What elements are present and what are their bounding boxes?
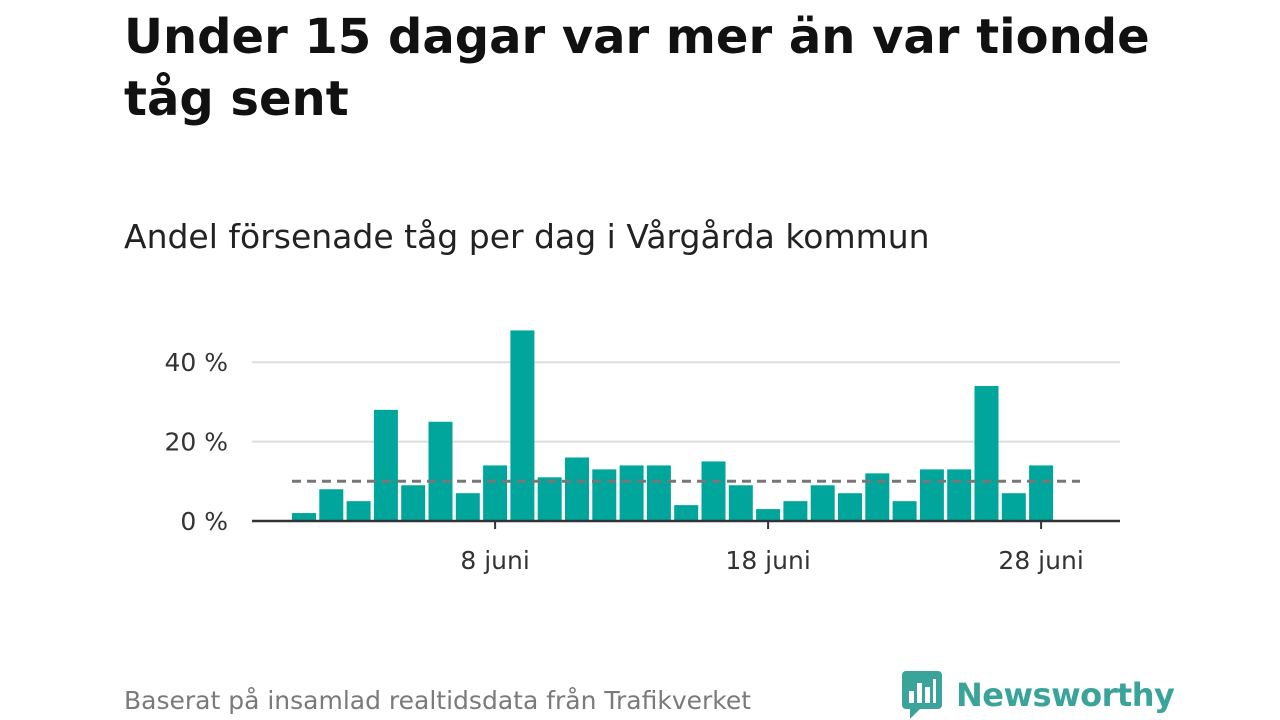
bar bbox=[947, 469, 972, 521]
source-note: Baserat på insamlad realtidsdata från Tr… bbox=[124, 686, 752, 715]
bar bbox=[510, 330, 535, 521]
y-tick-label: 40 % bbox=[164, 348, 228, 377]
bar-chart-speech-bubble-icon bbox=[902, 671, 942, 719]
chart-title: Andel försenade tåg per dag i Vårgårda k… bbox=[124, 217, 930, 256]
bar bbox=[674, 505, 699, 521]
bar-chart: 0 % 20 % 40 % 8 juni 18 juni 28 juni bbox=[164, 330, 1120, 575]
y-tick-label: 0 % bbox=[180, 507, 228, 536]
bar bbox=[428, 421, 453, 521]
bar bbox=[810, 485, 835, 521]
bar bbox=[319, 489, 344, 521]
bar bbox=[373, 409, 398, 521]
bar bbox=[756, 509, 781, 521]
x-tick-label: 28 juni bbox=[998, 546, 1083, 575]
brand-logo: Newsworthy bbox=[902, 670, 1175, 720]
bar bbox=[838, 493, 862, 521]
bar bbox=[346, 501, 371, 521]
bar bbox=[565, 457, 589, 521]
x-tick-label: 18 juni bbox=[725, 546, 810, 575]
bar bbox=[401, 485, 426, 521]
brand-name: Newsworthy bbox=[956, 676, 1175, 714]
bar bbox=[483, 465, 508, 521]
headline: Under 15 dagar var mer än var tionde tåg… bbox=[124, 9, 1150, 127]
bar bbox=[537, 477, 562, 521]
bar bbox=[701, 461, 726, 521]
bar bbox=[646, 465, 671, 521]
bar bbox=[1001, 493, 1026, 521]
bar bbox=[919, 469, 944, 521]
bar bbox=[728, 485, 753, 521]
axes: 0 % 20 % 40 % 8 juni 18 juni 28 juni bbox=[164, 348, 1120, 575]
bar bbox=[1029, 465, 1054, 521]
x-tick-label: 8 juni bbox=[460, 546, 529, 575]
bars bbox=[292, 330, 1054, 521]
bar bbox=[619, 465, 644, 521]
bar bbox=[455, 493, 480, 521]
bar bbox=[592, 469, 617, 521]
y-tick-label: 20 % bbox=[164, 428, 228, 457]
bar bbox=[892, 501, 917, 521]
bar bbox=[974, 386, 999, 521]
bar bbox=[292, 513, 316, 521]
bar bbox=[783, 501, 808, 521]
